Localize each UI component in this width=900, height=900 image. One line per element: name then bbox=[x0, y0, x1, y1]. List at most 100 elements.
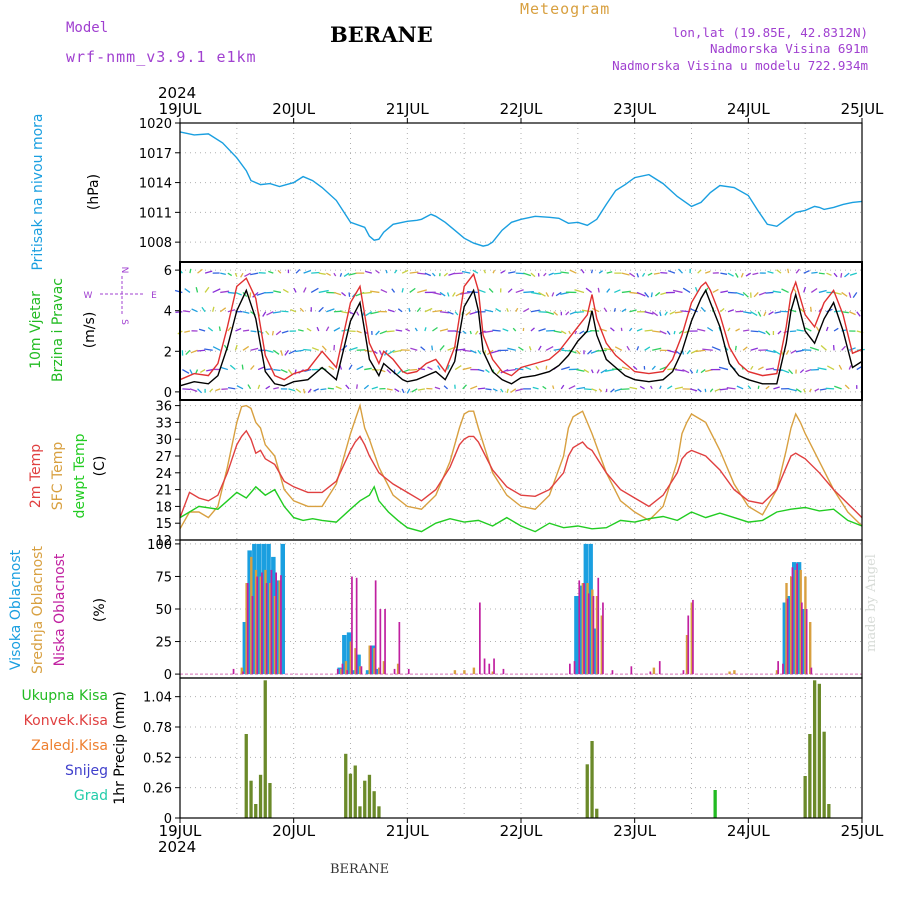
wind-arrow bbox=[356, 365, 364, 371]
wind-arrow bbox=[410, 347, 418, 351]
wind-arrow bbox=[406, 388, 411, 394]
cloud-bar-mid bbox=[586, 583, 589, 675]
wind-arrow bbox=[757, 366, 764, 371]
wind-arrow bbox=[551, 292, 555, 297]
wind-arrow bbox=[575, 349, 581, 355]
cloud-bar-high bbox=[261, 543, 267, 675]
wind-arrow bbox=[814, 388, 820, 392]
wind-arrow bbox=[318, 306, 324, 313]
wind-arrow bbox=[700, 306, 706, 313]
wind-arrow bbox=[712, 288, 719, 294]
wind-arrow bbox=[752, 272, 759, 276]
wind-arrow bbox=[590, 269, 594, 274]
wind-arrow bbox=[553, 347, 565, 351]
wind-arrow bbox=[560, 330, 567, 335]
precip-bar bbox=[358, 806, 362, 818]
wind-arrow bbox=[537, 345, 542, 351]
wind-arrow bbox=[621, 308, 627, 313]
wind-arrow bbox=[306, 327, 312, 332]
wind-arrow bbox=[401, 288, 404, 293]
cloud-bar-low bbox=[246, 583, 249, 675]
wind-arrow bbox=[743, 329, 750, 332]
wind-arrow bbox=[507, 347, 516, 351]
precip-bar bbox=[258, 774, 263, 818]
wind-arrow bbox=[510, 388, 517, 394]
wind-arrow bbox=[576, 386, 586, 390]
wind-arrow bbox=[189, 388, 198, 393]
wind-arrow bbox=[781, 288, 789, 294]
y-tick-label: 18 bbox=[155, 500, 172, 515]
temp-axis-title-1: 2m Temp bbox=[28, 444, 44, 508]
wind-arrows bbox=[174, 268, 865, 394]
wind-arrow bbox=[697, 388, 702, 393]
wind-arrow bbox=[714, 388, 721, 392]
wind-arrow bbox=[386, 330, 395, 333]
wind-arrow bbox=[207, 326, 214, 332]
wind-arrow bbox=[795, 388, 802, 393]
wind-arrow bbox=[644, 329, 653, 332]
wind-arrow bbox=[795, 349, 804, 353]
wind-arrow bbox=[796, 329, 804, 332]
wind-arrow bbox=[644, 346, 651, 351]
wind-arrow bbox=[750, 347, 758, 351]
wind-arrow bbox=[553, 311, 559, 316]
wind-arrow bbox=[711, 346, 721, 351]
wind-arrow bbox=[455, 291, 464, 297]
y-tick-label: 0.52 bbox=[143, 751, 172, 766]
cloud-bar-high bbox=[578, 585, 584, 675]
precip-bar bbox=[808, 734, 812, 818]
wind-arrow bbox=[569, 269, 577, 274]
wind-arrow bbox=[395, 329, 403, 332]
wind-arrow bbox=[709, 388, 714, 393]
wind-arrow bbox=[726, 387, 736, 390]
wind-arrow bbox=[789, 330, 797, 333]
wind-arrow bbox=[417, 289, 427, 294]
wind-arrow bbox=[651, 311, 659, 317]
precip-bar bbox=[249, 780, 253, 818]
wind-speed-line bbox=[179, 288, 863, 387]
y-tick-label: 75 bbox=[155, 570, 172, 585]
precip-bar bbox=[590, 741, 594, 818]
y-tick-label: 0.26 bbox=[143, 782, 172, 797]
wind-arrow bbox=[765, 349, 776, 354]
wind-arrow bbox=[660, 271, 668, 274]
wind-arrow bbox=[734, 345, 737, 351]
y-tick-label: 4 bbox=[164, 305, 172, 320]
cloud-bar-high bbox=[375, 668, 380, 675]
cloud-bar-low bbox=[479, 602, 481, 675]
y-tick-label: 27 bbox=[155, 450, 172, 465]
precip-bar bbox=[713, 790, 717, 818]
wind-arrow bbox=[190, 349, 198, 354]
wind-arrow bbox=[492, 269, 496, 274]
y-tick-label: 36 bbox=[155, 400, 172, 415]
wind-arrow bbox=[636, 291, 646, 297]
wind-arrow bbox=[271, 330, 274, 336]
wind-arrow bbox=[757, 385, 760, 389]
cloud-bar-low bbox=[583, 583, 585, 675]
wind-arrow bbox=[552, 385, 555, 390]
wind-arrow bbox=[583, 368, 590, 373]
x-tick-label-bottom: 25JUL bbox=[841, 822, 884, 840]
wind-arrow bbox=[345, 384, 350, 390]
wind-arrow bbox=[295, 388, 302, 394]
wind-arrow bbox=[538, 291, 546, 297]
wind-arrow bbox=[560, 384, 565, 390]
cloud-bar-high bbox=[792, 562, 797, 675]
cloud-bar-mid bbox=[600, 615, 603, 675]
wind-axis-title-2: Brzina i Pravac bbox=[50, 278, 66, 382]
y-tick-label: 0 bbox=[164, 812, 172, 827]
wind-arrow bbox=[506, 308, 509, 312]
wind-arrow bbox=[273, 386, 279, 390]
wind-arrow bbox=[198, 328, 206, 332]
wind-arrow bbox=[555, 291, 562, 297]
wind-arrow bbox=[818, 272, 825, 275]
wind-arrow bbox=[758, 330, 766, 335]
wind-arrow bbox=[697, 269, 702, 274]
wind-arrow bbox=[613, 308, 617, 312]
y-tick-label: 21 bbox=[155, 484, 172, 499]
wind-arrow bbox=[275, 330, 282, 336]
wind-arrow bbox=[318, 289, 329, 294]
cloud-bar-mid bbox=[491, 671, 494, 675]
wind-arrow bbox=[811, 271, 818, 274]
wind-arrow bbox=[287, 369, 293, 375]
